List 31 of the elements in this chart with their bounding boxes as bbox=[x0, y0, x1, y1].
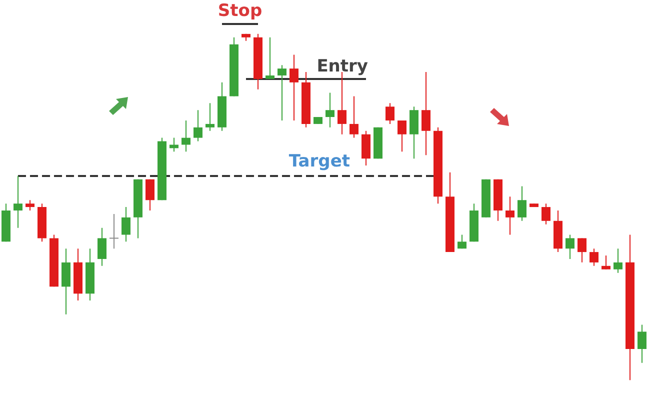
candlestick bbox=[326, 92, 334, 128]
candlestick bbox=[14, 175, 22, 228]
candlestick bbox=[542, 203, 550, 225]
candlestick bbox=[98, 227, 106, 266]
candlestick bbox=[602, 255, 610, 270]
candlestick bbox=[206, 102, 214, 132]
candlestick bbox=[194, 110, 202, 142]
candlestick bbox=[458, 234, 466, 250]
candlestick bbox=[506, 196, 514, 236]
candlestick bbox=[350, 96, 358, 138]
candlestick bbox=[422, 72, 430, 156]
candlestick bbox=[614, 248, 622, 274]
candlestick bbox=[146, 178, 154, 212]
candlestick bbox=[566, 234, 574, 260]
candlestick bbox=[170, 137, 178, 152]
candlestick bbox=[182, 120, 190, 152]
candlestick bbox=[638, 324, 646, 364]
candlestick bbox=[266, 36, 274, 80]
candlestick bbox=[109, 213, 119, 250]
candlestick bbox=[26, 200, 34, 212]
ref-line-label: Target bbox=[288, 151, 350, 172]
candlestick bbox=[122, 206, 130, 242]
candlestick bbox=[290, 54, 298, 121]
candlestick bbox=[398, 120, 406, 152]
candlestick bbox=[590, 248, 598, 266]
candlestick bbox=[518, 186, 526, 222]
ref-line-label: Entry bbox=[316, 56, 368, 76]
ref-line-label: Stop bbox=[218, 1, 262, 22]
candlestick bbox=[386, 102, 394, 124]
candlestick bbox=[278, 64, 286, 121]
candlestick bbox=[578, 238, 586, 263]
